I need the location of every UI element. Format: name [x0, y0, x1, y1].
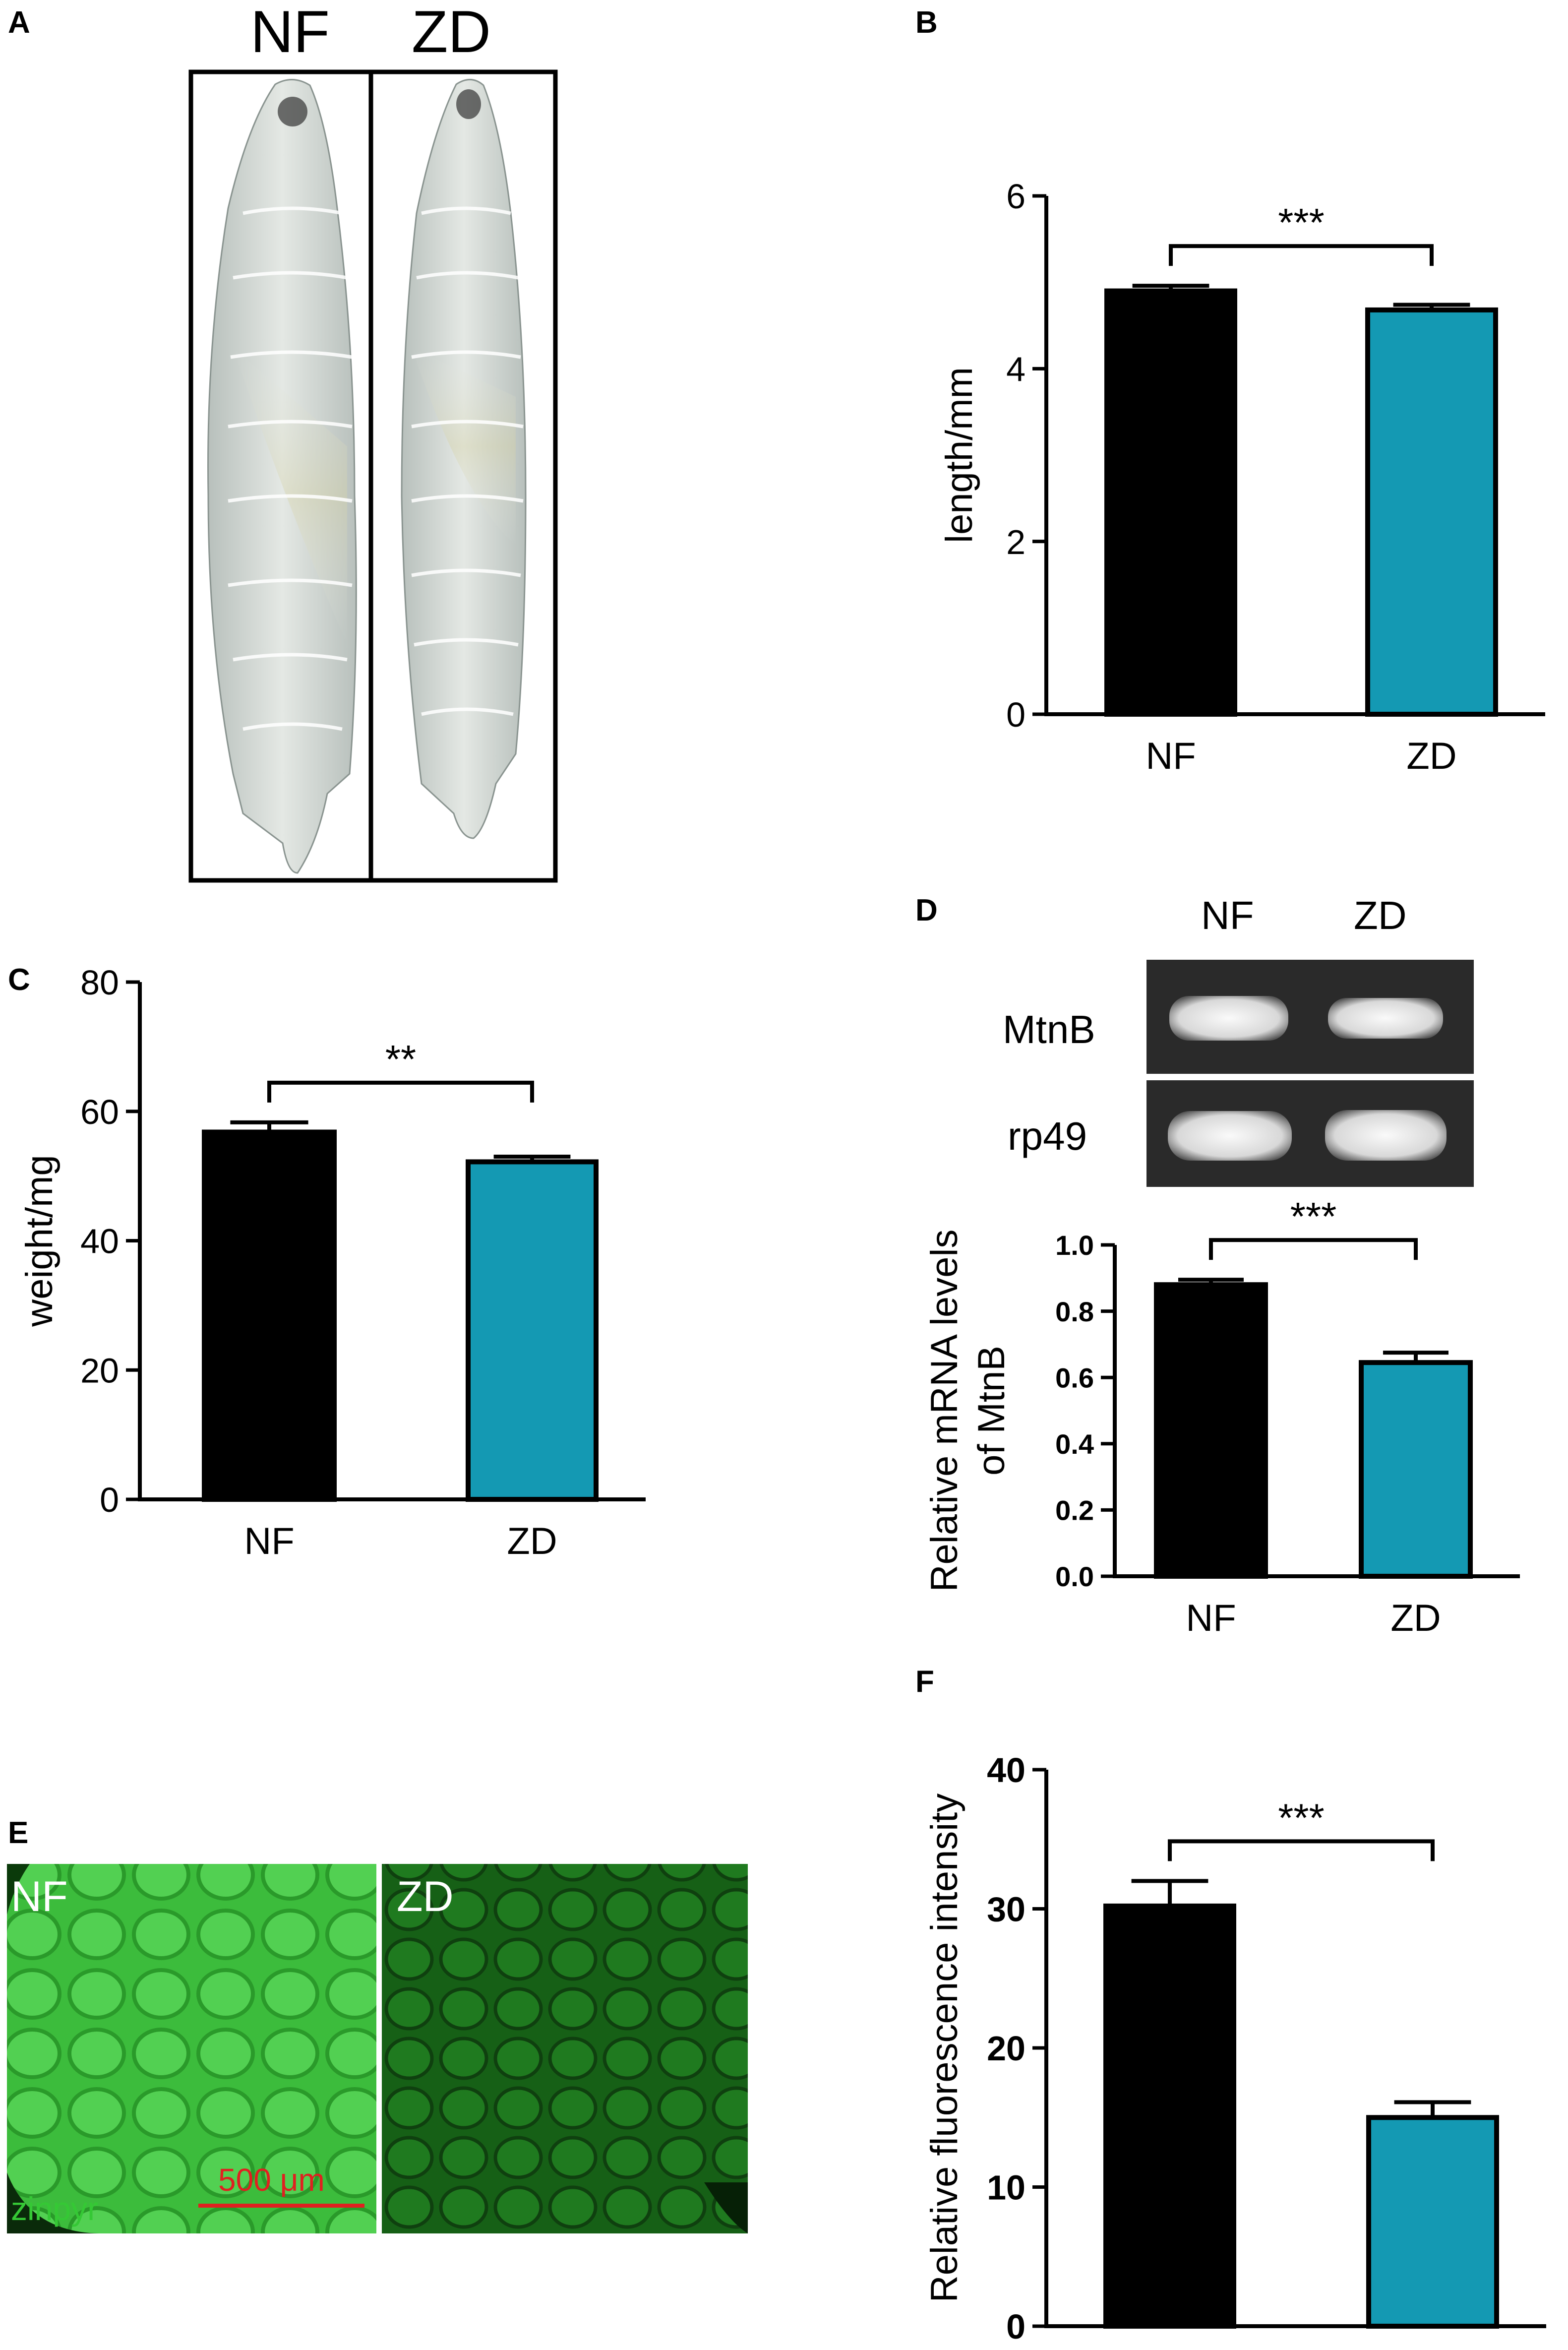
chart-f-y-tick-label: 30 [987, 1890, 1025, 1929]
chart-f-significance-bracket [1168, 1839, 1435, 1861]
chart-d-y-tick-label: 0.2 [1055, 1495, 1094, 1526]
chart-b-y-tick-label: 6 [1006, 177, 1025, 216]
chart-b-significance-label: *** [1278, 200, 1324, 245]
chart-f-y-axis-title: Relative fluorescence intensity [923, 1793, 965, 2303]
chart-d-x-tick-label: NF [1186, 1597, 1236, 1639]
panel-label-e: E [8, 1816, 29, 1850]
chart-d-significance-label: *** [1290, 1194, 1336, 1238]
photo-label-nf: NF [250, 0, 330, 65]
chart-f-y-tick-label: 40 [987, 1751, 1025, 1790]
chart-c-y-axis-title: weight/mg [18, 1155, 60, 1327]
chart-b-x-tick-label: NF [1146, 735, 1196, 777]
chart-d-significance-bracket [1209, 1238, 1418, 1260]
chart-f-y-tick-label: 0 [1006, 2307, 1025, 2346]
chart-c-x-tick-label: ZD [507, 1520, 557, 1562]
chart-d-y-axis-title: of MtnB [970, 1346, 1013, 1476]
chart-f-bar-nf [1103, 1903, 1236, 2329]
chart-f-x-tick-label: ZD [1407, 2347, 1457, 2350]
chart-b-y-tick-label: 4 [1006, 350, 1025, 389]
chart-c-y-tick-label: 40 [80, 1222, 119, 1261]
chart-d-y-tick-label: 0.0 [1055, 1561, 1094, 1592]
chart-c-significance-bracket [267, 1080, 534, 1103]
chart-d-y-tick-label: 0.6 [1055, 1362, 1094, 1393]
chart-c-y-tick-label: 80 [80, 963, 119, 1002]
chart-d-x-tick-label: ZD [1390, 1597, 1441, 1639]
panel-label-d: D [915, 893, 938, 928]
gel-row-rp49: rp49 [1008, 1114, 1087, 1158]
panel-label-a: A [8, 5, 30, 40]
micrograph-label-zd: ZD [397, 1873, 454, 1920]
photo-label-zd: ZD [412, 0, 491, 65]
chart-f-significance-label: *** [1278, 1795, 1324, 1840]
gel-lane-nf: NF [1201, 893, 1254, 937]
chart-c-y-tick-label: 0 [100, 1481, 119, 1519]
chart-b-bar-zd [1365, 307, 1498, 717]
chart-c-x-tick-label: NF [244, 1520, 294, 1562]
panel-label-b: B [915, 5, 938, 40]
chart-d-y-tick-label: 0.4 [1055, 1428, 1094, 1460]
gel-band-rp49-zd [1325, 1110, 1447, 1161]
chart-b-bar-nf [1104, 288, 1237, 717]
chart-c-y-tick-label: 60 [80, 1093, 119, 1131]
scale-bar-label: 500 μm [218, 2162, 325, 2198]
chart-b-y-tick-label: 2 [1006, 523, 1025, 561]
chart-b-y-tick-label: 0 [1006, 695, 1025, 734]
chart-d-y-axis-title: Relative mRNA levels [923, 1230, 965, 1592]
chart-f-bar-zd [1366, 2115, 1499, 2329]
chart-f-x-tick-label: NF [1145, 2347, 1195, 2350]
chart-c-y-tick-label: 20 [80, 1351, 119, 1390]
gel-band-rp49-nf [1168, 1111, 1292, 1161]
chart-c-bar-nf [202, 1129, 337, 1502]
chart-d-bar-nf [1154, 1282, 1268, 1579]
micrograph-label-nf: NF [11, 1873, 68, 1920]
chart-d-bar-zd [1359, 1360, 1473, 1579]
chart-d-y-tick-label: 1.0 [1055, 1230, 1094, 1261]
gel-band-mtnb-nf [1169, 996, 1288, 1041]
stain-label: zinpyr [11, 2190, 99, 2227]
panel-label-f: F [915, 1665, 934, 1699]
chart-b-significance-bracket [1169, 244, 1434, 266]
micrograph-zd [382, 1864, 748, 2233]
chart-d-y-tick-label: 0.8 [1055, 1296, 1094, 1327]
chart-c-significance-label: ** [385, 1037, 416, 1081]
gel-band-mtnb-zd [1328, 998, 1443, 1039]
gel-row-mtnb: MtnB [1003, 1007, 1095, 1051]
chart-f-y-tick-label: 10 [987, 2168, 1025, 2207]
gel-lane-zd: ZD [1354, 893, 1407, 937]
chart-b-y-axis-title: length/mm [938, 367, 980, 543]
chart-f-y-tick-label: 20 [987, 2029, 1025, 2068]
micrograph-nf [7, 1864, 376, 2233]
chart-c-bar-zd [466, 1159, 599, 1502]
chart-b-x-tick-label: ZD [1406, 735, 1456, 777]
panel-label-c: C [8, 963, 30, 997]
